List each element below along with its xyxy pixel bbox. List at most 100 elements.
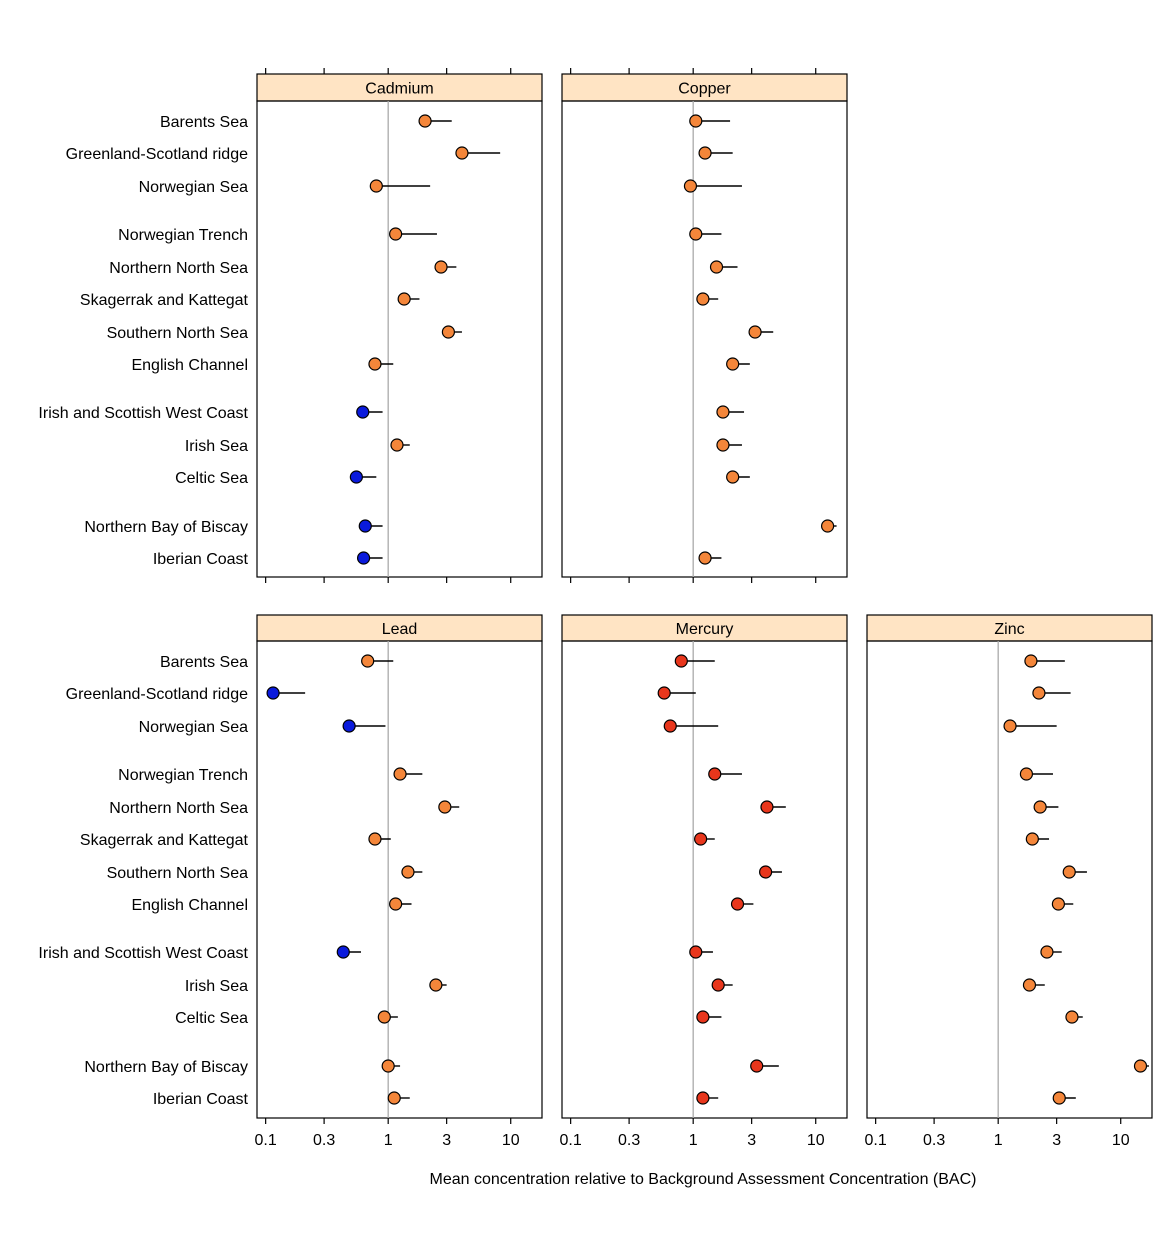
data-point	[696, 1010, 710, 1024]
data-point	[708, 767, 722, 781]
data-point	[1133, 1059, 1148, 1073]
x-tick-label: 0.3	[618, 1132, 640, 1149]
data-point	[1040, 945, 1054, 959]
data-point	[1032, 686, 1046, 700]
data-point	[368, 357, 382, 371]
region-label: Skagerrak and Kattegat	[80, 292, 249, 309]
region-label: Irish and Scottish West Coast	[38, 945, 248, 962]
panel-lead: Lead 0.1 0.3 1 3 10 Barents Sea Greenland-Scotl…	[38, 614, 543, 1149]
data-point	[726, 357, 740, 371]
panel-frame	[256, 640, 543, 1119]
data-point	[730, 897, 745, 911]
x-axis-title: Mean concentration relative to Backgroun…	[430, 1171, 977, 1188]
region-label: English Channel	[131, 897, 248, 914]
data-point	[438, 800, 452, 814]
region-label: Celtic Sea	[175, 470, 248, 487]
data-point	[387, 1091, 401, 1105]
region-label: Southern North Sea	[107, 325, 249, 342]
data-point	[429, 978, 443, 992]
panel-zinc: Zinc 0.1 0.3 1 3 10	[865, 614, 1153, 1149]
data-point	[1025, 832, 1039, 846]
x-tick-label: 0.3	[313, 1132, 335, 1149]
panel-title: Mercury	[676, 621, 734, 638]
x-tick-label: 0.1	[560, 1132, 582, 1149]
data-point	[709, 260, 724, 274]
panel-frame	[256, 100, 543, 578]
data-point	[689, 114, 703, 128]
region-label: Northern Bay of Biscay	[84, 1059, 248, 1076]
data-point	[1003, 719, 1017, 733]
x-tick-label: 0.3	[923, 1132, 945, 1149]
data-point	[759, 865, 773, 879]
panel-title: Lead	[382, 621, 418, 638]
panel-frame	[561, 100, 848, 578]
data-point	[657, 686, 671, 700]
panel-cadmium: Cadmium Barents Sea Greenland-Scotland rid…	[38, 68, 543, 583]
data-point	[418, 114, 432, 128]
x-tick-label: 3	[747, 1132, 756, 1149]
data-point	[689, 227, 703, 241]
data-point	[369, 179, 383, 193]
panel-frame	[561, 640, 848, 1119]
panel-copper: Copper	[561, 68, 848, 583]
region-label: Irish Sea	[185, 978, 248, 995]
region-label: Northern Bay of Biscay	[84, 519, 248, 536]
region-label: Irish Sea	[185, 438, 248, 455]
data-point	[726, 470, 740, 484]
region-label: English Channel	[131, 357, 248, 374]
data-point	[750, 1059, 764, 1073]
data-point	[1024, 654, 1038, 668]
data-point	[748, 325, 762, 339]
panel-strip	[256, 614, 543, 642]
region-label: Iberian Coast	[153, 551, 249, 568]
data-point	[455, 146, 469, 160]
x-tick-label: 10	[1112, 1132, 1130, 1149]
data-point	[711, 978, 725, 992]
data-point	[434, 260, 448, 274]
data-point	[342, 719, 356, 733]
panels: Cadmium Barents Sea Greenland-Scotland rid…	[38, 68, 1153, 1149]
data-point	[683, 179, 698, 193]
region-label: Barents Sea	[160, 654, 248, 671]
panel-title: Cadmium	[365, 81, 433, 98]
panel-title: Zinc	[994, 621, 1024, 638]
data-point	[820, 519, 835, 533]
data-point	[389, 897, 403, 911]
region-label: Skagerrak and Kattegat	[80, 832, 249, 849]
data-point	[401, 865, 415, 879]
data-point	[356, 551, 371, 565]
x-tick-label: 0.1	[255, 1132, 277, 1149]
region-label: Northern North Sea	[109, 260, 248, 277]
data-point	[698, 146, 712, 160]
x-tick-label: 0.1	[865, 1132, 887, 1149]
panel-frame	[866, 640, 1153, 1119]
panel-strip	[256, 73, 543, 102]
data-point	[760, 800, 774, 814]
data-point	[694, 832, 708, 846]
panel-strip	[866, 614, 1153, 642]
data-point	[397, 292, 411, 306]
region-label: Greenland-Scotland ridge	[66, 146, 248, 163]
region-label: Celtic Sea	[175, 1010, 248, 1027]
data-point	[356, 405, 370, 419]
data-point	[1062, 865, 1076, 879]
data-point	[1019, 767, 1034, 781]
region-label: Iberian Coast	[153, 1091, 249, 1108]
panel-title: Copper	[678, 81, 731, 98]
data-point	[393, 767, 407, 781]
data-point	[368, 832, 382, 846]
data-point	[266, 686, 280, 700]
x-tick-label: 10	[502, 1132, 520, 1149]
data-point	[377, 1010, 391, 1024]
data-point	[663, 719, 677, 733]
data-point	[674, 654, 688, 668]
region-label: Southern North Sea	[107, 865, 249, 882]
data-point	[336, 945, 350, 959]
region-label: Northern North Sea	[109, 800, 248, 817]
data-point	[1033, 800, 1047, 814]
x-tick-label: 1	[384, 1132, 393, 1149]
data-point	[349, 470, 363, 484]
region-label: Greenland-Scotland ridge	[66, 686, 248, 703]
panel-strip	[561, 73, 848, 102]
